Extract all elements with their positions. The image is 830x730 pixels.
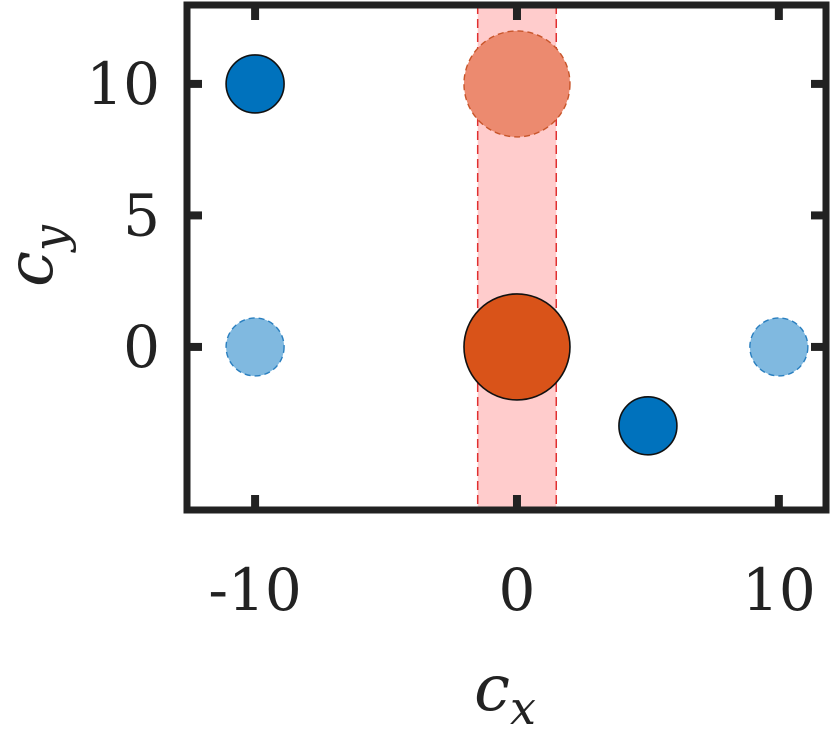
x-tick-label-2: 0	[499, 556, 536, 624]
data-point-3	[463, 30, 571, 138]
x-tick-label-1: -10	[208, 556, 301, 624]
data-point-1	[225, 54, 285, 114]
data-point-2	[225, 317, 285, 377]
x-tick-label-3: 10	[742, 556, 816, 624]
y-tick-label-2: 5	[123, 181, 160, 249]
y-axis-label: cy	[0, 224, 77, 287]
x-axis-label-sub: x	[510, 681, 536, 730]
y-tick-label-1: 0	[123, 313, 160, 381]
data-point-4	[463, 293, 571, 401]
y-axis-label-sub: y	[23, 224, 77, 253]
data-point-6	[749, 317, 809, 377]
axes-frame	[183, 1, 830, 514]
y-axis-label-main: c	[0, 251, 68, 287]
y-tick-label-3: 10	[86, 50, 160, 118]
x-axis-label: cx	[474, 652, 536, 730]
tick-labels: -10 0 10 0 5 10	[86, 50, 816, 624]
data-point-5	[618, 396, 678, 456]
x-axis-label-main: c	[474, 652, 510, 726]
plot-area	[225, 5, 809, 510]
